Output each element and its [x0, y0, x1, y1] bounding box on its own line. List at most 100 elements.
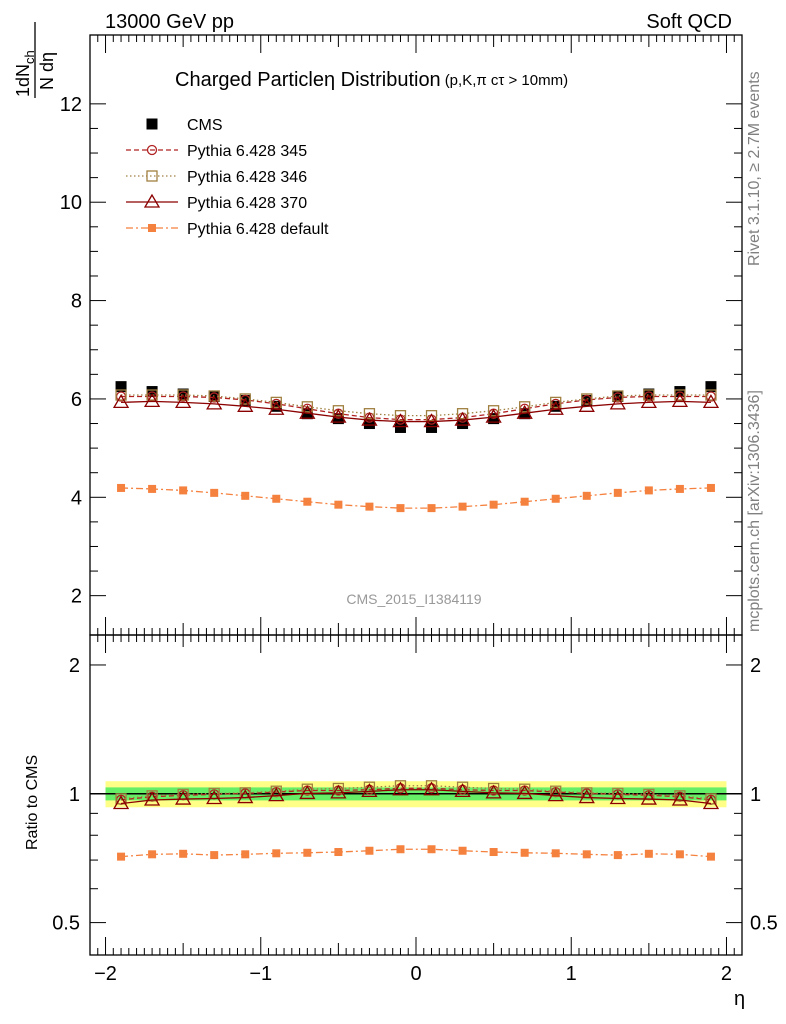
- main-series-line-2: [121, 394, 711, 417]
- main-point-4-18: [675, 484, 684, 493]
- ratio-point-2-6: [299, 785, 316, 800]
- main-point-2-7: [332, 405, 345, 417]
- main-point-4-16: [613, 488, 622, 497]
- main-point-4-17: [644, 486, 653, 495]
- ratio-ytick-label: 2: [69, 655, 80, 677]
- ratio-point-3-16: [613, 851, 622, 860]
- ratio-point-2-15: [578, 789, 595, 804]
- main-point-2-2: [177, 389, 189, 401]
- ratio-point-2-12: [485, 784, 502, 799]
- ratio-ytick-label: 0.5: [52, 913, 80, 935]
- ratio-point-3-18: [675, 850, 684, 859]
- main-point-4-2: [179, 486, 188, 495]
- main-point-2-11: [456, 408, 469, 420]
- ratio-point-1-0: [115, 793, 127, 805]
- legend-label-4: Pythia 6.428 default: [187, 221, 329, 238]
- ratio-point-3-4: [241, 850, 250, 859]
- main-point-3-18: [671, 393, 689, 408]
- main-point-0-8: [363, 418, 375, 430]
- main-point-2-17: [643, 389, 655, 401]
- legend-label-0: CMS: [187, 117, 223, 134]
- main-point-2-6: [301, 401, 313, 413]
- ratio-point-1-19: [705, 793, 717, 805]
- main-point-3-15: [578, 398, 595, 412]
- main-point-4-1: [148, 484, 157, 493]
- ratio-point-2-16: [609, 790, 626, 805]
- main-point-3-1: [143, 393, 161, 408]
- main-point-4-11: [458, 502, 467, 511]
- main-point-3-14: [547, 400, 564, 415]
- main-point-4-5: [272, 494, 281, 503]
- xtick-label: 0: [410, 963, 421, 985]
- main-point-2-19: [705, 389, 717, 401]
- main-point-3-11: [454, 411, 471, 426]
- ratio-point-3-10: [427, 845, 436, 854]
- main-point-0-9: [394, 421, 406, 433]
- ratio-point-3-9: [396, 845, 405, 854]
- ratio-point-3-17: [644, 849, 653, 858]
- ratio-ytick-label-right: 1: [750, 784, 761, 806]
- main-point-4-4: [241, 491, 250, 500]
- legend-marker-3: [143, 193, 161, 208]
- ratio-point-2-1: [143, 791, 161, 806]
- ratio-point-2-5: [268, 787, 285, 802]
- ratio-point-3-7: [334, 848, 343, 857]
- main-point-3-3: [206, 395, 223, 410]
- legend-label-1: Pythia 6.428 345: [187, 143, 307, 160]
- ratio-ytick-label-right: 2: [750, 655, 761, 677]
- ratio-point-2-17: [640, 790, 657, 805]
- ratio-point-3-0: [117, 852, 126, 861]
- main-point-2-4: [239, 393, 251, 405]
- main-point-4-15: [582, 491, 591, 500]
- main-ytick-label: 10: [60, 192, 82, 214]
- ratio-point-3-1: [148, 850, 157, 859]
- main-point-3-16: [609, 395, 626, 410]
- main-point-2-3: [208, 390, 220, 402]
- ratio-point-1-6: [301, 783, 313, 795]
- main-point-3-7: [330, 408, 347, 423]
- plot-title-main: Charged Particleη Distribution: [175, 69, 441, 91]
- main-point-0-19: [705, 381, 717, 393]
- main-point-4-9: [396, 504, 405, 513]
- ratio-point-3-12: [489, 848, 498, 857]
- main-point-2-10: [425, 410, 438, 422]
- ratio-point-1-11: [456, 781, 469, 793]
- main-point-0-17: [643, 388, 655, 400]
- main-point-0-2: [177, 388, 189, 400]
- main-point-2-0: [115, 389, 127, 401]
- main-point-2-5: [270, 396, 282, 409]
- legend-marker-4: [148, 224, 156, 232]
- ratio-point-2-9: [392, 781, 409, 796]
- main-point-2-16: [612, 390, 624, 402]
- ratio-point-3-8: [365, 846, 374, 855]
- legend-marker-2: [146, 170, 158, 182]
- analysis-watermark: CMS_2015_I1384119: [346, 591, 481, 607]
- ratio-point-1-18: [674, 790, 686, 802]
- legend-marker-1: [146, 144, 158, 156]
- main-point-4-7: [334, 500, 343, 509]
- header-process: Soft QCD: [646, 11, 732, 33]
- ratio-point-2-10: [423, 781, 440, 796]
- ratio-point-2-11: [454, 783, 471, 798]
- ylabel-numerator: 1dNch: [13, 50, 37, 97]
- main-point-3-12: [485, 408, 502, 423]
- ratio-point-1-13: [519, 783, 531, 795]
- legend-marker-0: [146, 118, 158, 130]
- main-point-0-5: [270, 400, 282, 412]
- header-energy: 13000 GeV pp: [105, 11, 234, 33]
- ylabel-subscript: ch: [22, 50, 37, 64]
- main-point-4-6: [303, 497, 312, 506]
- main-point-3-5: [268, 400, 285, 415]
- ratio-point-1-8: [363, 781, 376, 793]
- main-point-0-11: [457, 418, 469, 430]
- rivet-version-label: Rivet 3.1.10, ≥ 2.7M events: [746, 71, 763, 266]
- main-point-0-0: [115, 381, 127, 393]
- ratio-point-3-11: [458, 846, 467, 855]
- ratio-series-line-2: [120, 789, 712, 805]
- ratio-point-2-18: [671, 791, 689, 806]
- main-point-3-8: [361, 411, 378, 426]
- main-point-2-8: [363, 408, 376, 420]
- ratio-point-2-13: [516, 785, 533, 800]
- main-point-2-9: [394, 410, 407, 422]
- main-point-3-2: [175, 394, 192, 409]
